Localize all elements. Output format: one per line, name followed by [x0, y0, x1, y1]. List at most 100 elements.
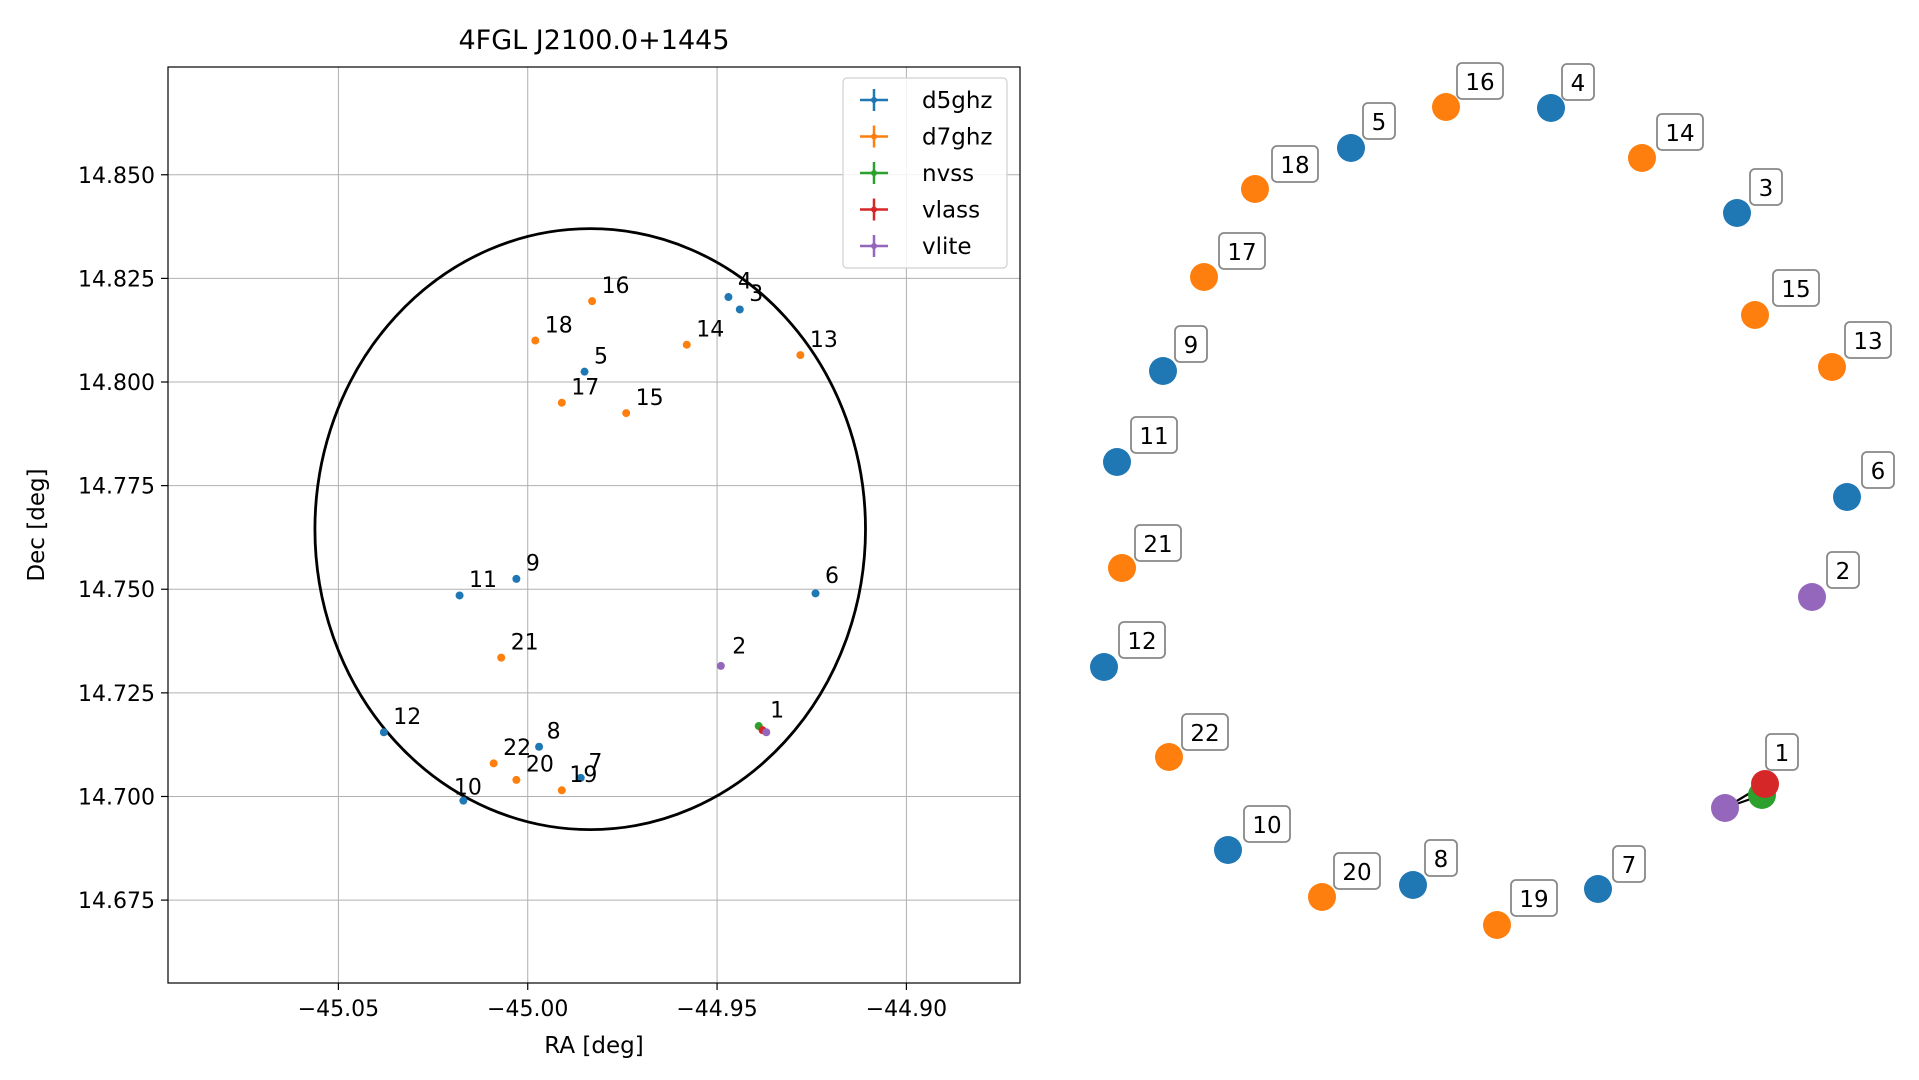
legend-label-vlass: vlass [922, 198, 980, 224]
point-label-12: 12 [393, 705, 421, 730]
graph-node-label-box-13 [1844, 321, 1892, 359]
x-tick-label: −45.05 [298, 997, 379, 1022]
point-d5ghz-8 [535, 742, 544, 751]
sky-scatter-panel: 4FGL J2100.0+1445 1234567891011121314151… [24, 25, 1021, 1059]
point-d5ghz-3 [735, 305, 744, 314]
point-d5ghz-12 [379, 728, 388, 737]
graph-node-label-14: 14 [1665, 121, 1694, 147]
graph-node-d7ghz-21 [1108, 554, 1136, 582]
graph-node-label-box-9 [1174, 325, 1208, 363]
graph-node-d7ghz-16 [1432, 93, 1460, 121]
point-d7ghz-16 [588, 297, 597, 306]
graph-node-d7ghz-15 [1741, 301, 1769, 329]
graph-node-vlite-1 [1711, 794, 1739, 822]
graph-node-label-box-15 [1772, 269, 1820, 307]
graph-node-label-5: 5 [1372, 110, 1387, 136]
x-tick-label: −44.90 [866, 997, 947, 1022]
point-label-3: 3 [749, 282, 763, 307]
data-points [379, 293, 820, 805]
graph-node-label-2: 2 [1836, 559, 1851, 585]
point-label-22: 22 [503, 736, 531, 761]
graph-node-d7ghz-13 [1818, 353, 1846, 381]
legend-marker-vlass-dot [871, 206, 877, 213]
y-tick-label: 14.775 [78, 475, 155, 500]
graph-node-d7ghz-20 [1308, 883, 1336, 911]
graph-node-label-box-10 [1243, 805, 1291, 843]
point-d7ghz-21 [497, 653, 506, 662]
graph-node-vlite-2 [1798, 583, 1826, 611]
point-d7ghz-14 [682, 340, 691, 349]
y-tick-label: 14.725 [78, 682, 155, 707]
point-d5ghz-5 [580, 367, 589, 376]
graph-node-label-box-8 [1424, 839, 1458, 877]
legend-label-vlite: vlite [922, 234, 972, 260]
graph-node-label-box-2 [1826, 551, 1860, 589]
point-label-8: 8 [547, 719, 561, 744]
point-d5ghz-7 [576, 773, 585, 782]
graph-node-d5ghz-7 [1584, 875, 1612, 903]
graph-node-d5ghz-5 [1337, 134, 1365, 162]
legend: d5ghz d7ghz nvss vlass vlite [842, 77, 1008, 269]
legend-marker-nvss-dot [871, 170, 877, 176]
point-label-13: 13 [810, 328, 838, 353]
y-tick-label: 14.675 [78, 889, 155, 914]
point-label-6: 6 [825, 564, 839, 589]
graph-node-label-1: 1 [1775, 741, 1790, 767]
legend-label-d5ghz: d5ghz [922, 88, 992, 114]
legend-box [842, 77, 1008, 269]
graph-node-d7ghz-18 [1241, 175, 1269, 203]
graph-node-d5ghz-11 [1103, 448, 1131, 476]
graph-node-vlass-1 [1751, 770, 1779, 798]
y-tick-label: 14.825 [78, 267, 155, 292]
y-tick-label: 14.700 [78, 785, 155, 810]
graph-node-label-21: 21 [1143, 532, 1172, 558]
point-d5ghz-6 [811, 589, 820, 598]
graph-node-label-box-22 [1181, 713, 1229, 751]
x-axis-ticks: −45.05 −45.00 −44.95 −44.90 [298, 983, 947, 1022]
graph-node-d5ghz-3 [1723, 199, 1751, 227]
graph-node-label-box-21 [1134, 524, 1182, 562]
point-d7ghz-19 [557, 786, 566, 795]
point-label-5: 5 [594, 344, 608, 369]
graph-node-label-8: 8 [1434, 847, 1449, 873]
y-axis-ticks: 14.675 14.700 14.725 14.750 14.775 14.800 14.8… [78, 164, 168, 914]
graph-node-label-7: 7 [1622, 853, 1637, 879]
graph-node-label-box-14 [1656, 113, 1704, 151]
point-d7ghz-20 [512, 775, 521, 784]
graph-node-d7ghz-19 [1483, 911, 1511, 939]
point-label-16: 16 [602, 274, 630, 299]
graph-node-label-15: 15 [1781, 277, 1810, 303]
legend-marker-d7ghz-dot [871, 133, 877, 140]
graph-node-d5ghz-8 [1399, 871, 1427, 899]
graph-node-label-box-18 [1271, 145, 1319, 183]
point-d5ghz-10 [459, 796, 468, 805]
graph-node-label-box-1 [1765, 733, 1799, 771]
legend-label-d7ghz: d7ghz [922, 125, 992, 151]
graph-node-label-box-7 [1612, 845, 1646, 883]
x-axis-label: RA [deg] [544, 1033, 643, 1059]
chart-title: 4FGL J2100.0+1445 [458, 25, 729, 56]
graph-node-label-16: 16 [1465, 70, 1494, 96]
localization-ellipse [313, 227, 867, 832]
point-label-9: 9 [526, 552, 540, 577]
point-label-21: 21 [511, 630, 539, 655]
graph-node-label-12: 12 [1127, 629, 1156, 655]
point-d7ghz-13 [796, 351, 805, 360]
x-tick-label: −45.00 [487, 997, 568, 1022]
graph-node-label-19: 19 [1519, 887, 1548, 913]
graph-node-d5ghz-9 [1149, 357, 1177, 385]
point-label-2: 2 [732, 634, 746, 659]
graph-node-label-box-19 [1510, 879, 1558, 917]
graph-node-d5ghz-12 [1090, 653, 1118, 681]
point-vlite-1 [762, 728, 771, 737]
graph-node-label-box-5 [1362, 102, 1396, 140]
point-label-20: 20 [526, 753, 554, 778]
graph-node-d7ghz-22 [1155, 743, 1183, 771]
point-label-15: 15 [636, 386, 664, 411]
y-tick-label: 14.800 [78, 371, 155, 396]
point-d7ghz-15 [622, 409, 631, 418]
graph-node-label-box-3 [1749, 168, 1783, 206]
graph-node-label-11: 11 [1139, 424, 1168, 450]
graph-node-label-box-16 [1456, 62, 1504, 100]
